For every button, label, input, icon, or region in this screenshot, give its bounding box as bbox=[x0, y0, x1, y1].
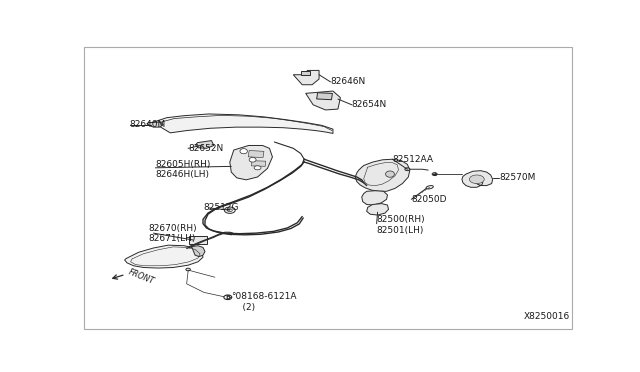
Text: 82570M: 82570M bbox=[499, 173, 536, 182]
Ellipse shape bbox=[240, 149, 248, 154]
Polygon shape bbox=[230, 145, 273, 180]
Polygon shape bbox=[191, 246, 205, 257]
Bar bbox=[252, 161, 266, 166]
Bar bbox=[248, 151, 264, 158]
Polygon shape bbox=[147, 122, 163, 127]
Polygon shape bbox=[293, 70, 319, 85]
Ellipse shape bbox=[249, 157, 256, 162]
Text: 82050D: 82050D bbox=[412, 195, 447, 204]
Text: X8250016: X8250016 bbox=[524, 312, 570, 321]
Polygon shape bbox=[362, 191, 388, 205]
Ellipse shape bbox=[426, 186, 433, 189]
Polygon shape bbox=[152, 114, 333, 134]
Text: 82640M: 82640M bbox=[129, 121, 166, 129]
Text: 82512AA: 82512AA bbox=[392, 155, 433, 164]
Text: 82500(RH)
82501(LH): 82500(RH) 82501(LH) bbox=[376, 215, 425, 235]
Bar bbox=[301, 71, 310, 75]
Ellipse shape bbox=[432, 173, 437, 176]
Text: 82670(RH)
82671(LH): 82670(RH) 82671(LH) bbox=[148, 224, 197, 243]
Polygon shape bbox=[196, 141, 214, 148]
Polygon shape bbox=[355, 159, 410, 191]
Text: °08168-6121A
    (2): °08168-6121A (2) bbox=[231, 292, 297, 312]
Text: 82512G: 82512G bbox=[203, 203, 239, 212]
Ellipse shape bbox=[254, 166, 261, 170]
Ellipse shape bbox=[224, 295, 232, 299]
Polygon shape bbox=[306, 91, 340, 110]
Polygon shape bbox=[367, 203, 388, 215]
Ellipse shape bbox=[225, 207, 236, 214]
Polygon shape bbox=[125, 245, 203, 268]
Ellipse shape bbox=[186, 268, 190, 271]
Text: 82654N: 82654N bbox=[352, 100, 387, 109]
Ellipse shape bbox=[227, 209, 232, 212]
Bar bbox=[317, 93, 332, 100]
Text: 82652N: 82652N bbox=[188, 144, 223, 153]
Ellipse shape bbox=[469, 175, 484, 183]
Bar bbox=[189, 237, 207, 244]
Polygon shape bbox=[462, 171, 493, 187]
Text: 82646N: 82646N bbox=[330, 77, 365, 86]
Text: B: B bbox=[225, 295, 230, 300]
Ellipse shape bbox=[405, 168, 410, 171]
Text: FRONT: FRONT bbox=[127, 267, 156, 286]
Ellipse shape bbox=[385, 171, 394, 177]
Text: 82605H(RH)
82646H(LH): 82605H(RH) 82646H(LH) bbox=[156, 160, 211, 179]
